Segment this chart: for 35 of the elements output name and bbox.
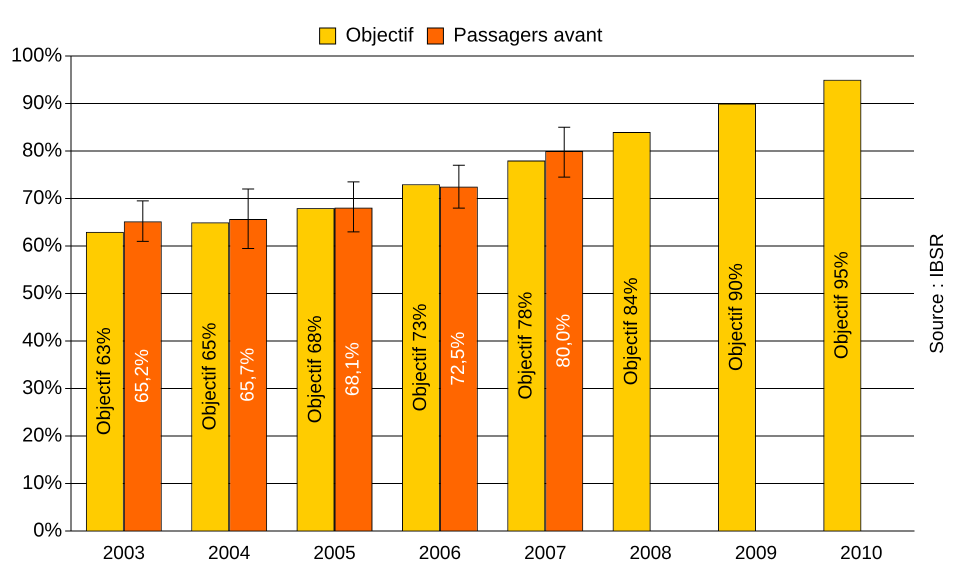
data-label: 68,1% bbox=[342, 342, 364, 396]
source-note: Source : IBSR bbox=[927, 233, 948, 354]
y-tick-label: 40% bbox=[22, 330, 62, 352]
y-tick-label: 60% bbox=[22, 234, 62, 257]
y-tick-label: 0% bbox=[33, 520, 62, 542]
data-label: Objectif 73% bbox=[410, 304, 432, 412]
data-label: Objectif 84% bbox=[620, 277, 642, 386]
x-tick-label: 2008 bbox=[629, 542, 672, 564]
x-tick-label: 2003 bbox=[102, 542, 145, 564]
data-label: 72,5% bbox=[448, 332, 470, 386]
y-tick-label: 20% bbox=[22, 424, 62, 447]
data-label: 65,7% bbox=[237, 348, 258, 402]
y-tick-label: 90% bbox=[22, 92, 62, 114]
y-tick-label: 10% bbox=[22, 472, 62, 494]
data-label: Objectif 78% bbox=[516, 292, 537, 400]
x-tick-label: 2005 bbox=[313, 542, 356, 564]
x-tick-label: 2004 bbox=[208, 542, 251, 564]
data-label: Objectif 65% bbox=[199, 322, 220, 430]
legend-label: Passagers avant bbox=[453, 24, 603, 47]
y-tick-label: 70% bbox=[22, 187, 62, 210]
x-tick-label: 2010 bbox=[840, 542, 882, 564]
legend-label: Objectif bbox=[346, 24, 414, 47]
y-tick-label: 80% bbox=[22, 140, 62, 162]
y-tick-label: 30% bbox=[22, 377, 62, 400]
data-label: 65,2% bbox=[132, 348, 154, 403]
x-tick-label: 2007 bbox=[524, 542, 566, 564]
data-label: 80,0% bbox=[553, 314, 574, 368]
x-tick-label: 2006 bbox=[418, 542, 462, 564]
data-label: Objectif 68% bbox=[304, 315, 326, 424]
y-tick-label: 50% bbox=[22, 282, 62, 304]
x-tick-label: 2009 bbox=[734, 542, 778, 564]
data-label: Objectif 63% bbox=[94, 327, 116, 436]
y-tick-label: 100% bbox=[10, 44, 62, 67]
data-label: Objectif 95% bbox=[832, 251, 853, 360]
data-label: Objectif 90% bbox=[726, 263, 748, 371]
